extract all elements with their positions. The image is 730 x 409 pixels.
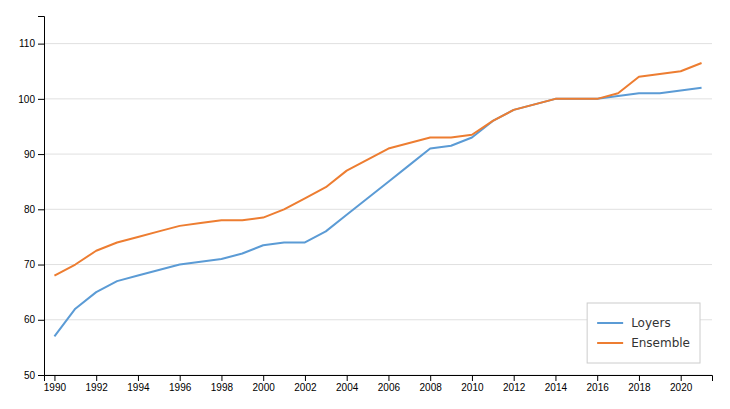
x-tick: 2002 <box>294 375 317 393</box>
y-tick-mark <box>38 320 44 321</box>
y-tick: 80 <box>24 204 44 215</box>
legend-item: Ensemble <box>597 336 690 350</box>
y-tick-label: 90 <box>24 149 36 160</box>
x-tick: 2010 <box>461 375 484 393</box>
x-tick-label: 1994 <box>127 382 150 393</box>
y-tick-mark <box>38 209 44 210</box>
x-tick-label: 2012 <box>503 382 526 393</box>
x-tick-label: 1992 <box>86 382 109 393</box>
x-tick: 2000 <box>253 375 276 393</box>
x-tick-label: 2018 <box>628 382 651 393</box>
grid-line <box>44 264 712 265</box>
x-tick-mark <box>96 375 97 381</box>
x-tick-label: 2014 <box>545 382 568 393</box>
x-axis: 1990 1992 1994 1996 1998 2000 2002 2004 2006 2008… <box>44 375 713 393</box>
y-tick: 50 <box>24 370 44 381</box>
y-tick-mark <box>38 265 44 266</box>
legend-swatch <box>597 342 623 344</box>
x-tick-mark <box>305 375 306 381</box>
x-tick: 1990 <box>44 375 67 393</box>
x-tick: 2008 <box>420 375 443 393</box>
y-tick-label: 80 <box>24 204 36 215</box>
x-tick-mark <box>263 375 264 381</box>
legend-label: Ensemble <box>631 336 690 350</box>
y-tick-mark <box>38 44 44 45</box>
legend-frame <box>587 303 700 363</box>
series-line <box>54 88 701 337</box>
y-tick-mark <box>38 154 44 155</box>
y-tick-mark <box>38 99 44 100</box>
legend-item: Loyers <box>597 316 671 330</box>
x-tick-mark <box>681 375 682 381</box>
y-tick-label: 60 <box>24 314 36 325</box>
x-tick-label: 1998 <box>211 382 234 393</box>
y-tick: 110 <box>19 38 44 49</box>
legend-label: Loyers <box>631 316 671 330</box>
y-axis-line <box>38 17 45 376</box>
y-tick: 100 <box>18 94 44 105</box>
x-tick-mark <box>138 375 139 381</box>
x-tick-mark <box>514 375 515 381</box>
x-tick-label: 2010 <box>461 382 484 393</box>
y-tick-label: 70 <box>24 259 36 270</box>
x-tick-label: 2000 <box>253 382 276 393</box>
x-tick: 2006 <box>378 375 401 393</box>
x-tick-label: 2008 <box>420 382 443 393</box>
y-tick-label: 100 <box>18 94 35 105</box>
x-tick: 1996 <box>169 375 192 393</box>
x-tick-label: 2020 <box>670 382 693 393</box>
x-tick-mark <box>221 375 222 381</box>
x-tick: 2004 <box>336 375 359 393</box>
x-tick: 2018 <box>628 375 651 393</box>
x-tick-mark <box>472 375 473 381</box>
x-tick-mark <box>180 375 181 381</box>
x-tick-mark <box>430 375 431 381</box>
x-tick-label: 2002 <box>294 382 317 393</box>
grid <box>44 44 712 375</box>
plot: 1990 1992 1994 1996 1998 2000 2002 2004 2006 2008… <box>18 17 712 394</box>
x-tick: 1992 <box>86 375 109 393</box>
y-tick: 60 <box>24 314 44 325</box>
y-tick-mark <box>38 375 44 376</box>
y-tick-label: 50 <box>24 370 36 381</box>
grid-line <box>44 209 712 210</box>
x-tick-mark <box>597 375 598 381</box>
x-tick-mark <box>639 375 640 381</box>
x-tick: 2016 <box>587 375 610 393</box>
x-tick: 2012 <box>503 375 526 393</box>
x-tick-mark <box>54 375 55 381</box>
x-tick-label: 2004 <box>336 382 359 393</box>
series-line <box>54 63 701 276</box>
x-tick: 1998 <box>211 375 234 393</box>
x-tick-label: 2006 <box>378 382 401 393</box>
legend: Loyers Ensemble <box>587 303 700 363</box>
x-tick-label: 2016 <box>587 382 610 393</box>
x-tick-mark <box>347 375 348 381</box>
x-tick: 2020 <box>670 375 693 393</box>
x-tick-label: 1990 <box>44 382 67 393</box>
x-tick-mark <box>555 375 556 381</box>
x-tick: 1994 <box>127 375 150 393</box>
grid-line <box>44 98 712 99</box>
y-tick-label: 110 <box>19 38 35 49</box>
y-tick: 90 <box>24 149 44 160</box>
x-tick-label: 1996 <box>169 382 192 393</box>
x-axis-line <box>45 376 713 382</box>
chart: 1990 1992 1994 1996 1998 2000 2002 2004 2006 2008… <box>0 0 730 409</box>
x-tick: 2014 <box>545 375 568 393</box>
legend-swatch <box>597 322 623 324</box>
x-tick-mark <box>388 375 389 381</box>
y-axis: 50 60 70 80 90 100 110 <box>18 17 44 381</box>
grid-line <box>44 43 712 44</box>
lines <box>54 63 701 336</box>
y-tick: 70 <box>24 259 44 270</box>
